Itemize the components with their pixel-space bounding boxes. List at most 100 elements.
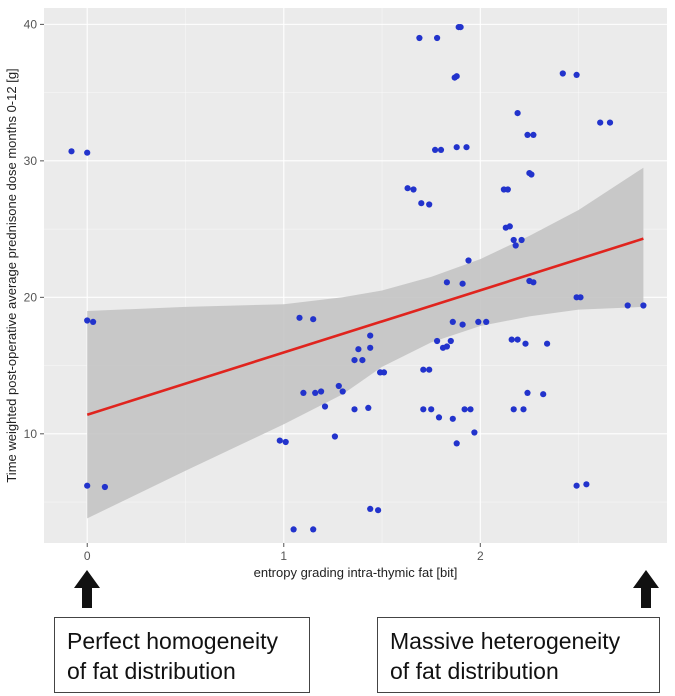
data-point [432,146,439,153]
data-point [544,340,551,347]
data-point [331,433,338,440]
data-point [528,171,535,178]
data-point [524,389,531,396]
y-tick-label: 40 [24,17,38,31]
data-point [375,507,382,514]
data-point [463,144,470,151]
data-point [540,391,547,398]
data-point [459,321,466,328]
x-axis-title: entropy grading intra-thymic fat [bit] [254,565,458,580]
data-point [577,294,584,301]
data-point [84,482,91,489]
annotation-heterogeneity-line2: of fat distribution [390,658,559,684]
data-point [68,148,75,155]
data-point [339,388,346,395]
data-points [68,24,647,533]
data-point [437,146,445,153]
data-point [453,73,460,80]
data-point [426,366,433,373]
data-point [84,317,91,324]
data-point [310,316,317,323]
data-point [483,318,490,325]
data-point [418,200,425,207]
data-point [420,366,427,373]
data-point [380,369,388,376]
data-point [276,437,283,444]
data-point [559,70,566,77]
confidence-band [87,167,644,519]
data-point [449,318,456,325]
data-point [514,336,521,343]
data-point [640,302,647,309]
data-point [443,343,450,350]
data-point [524,131,531,138]
data-point [435,414,443,421]
data-point [434,337,441,345]
data-point [624,302,631,309]
data-point [101,483,108,491]
data-point [467,406,474,413]
data-point [312,389,319,396]
data-point [530,131,537,138]
data-point [443,279,450,286]
data-point [518,236,525,244]
data-point [84,149,91,156]
data-point [416,34,423,42]
data-point [606,119,614,126]
data-point [365,404,372,411]
x-tick-label: 0 [84,549,91,563]
annotation-homogeneity: Perfect homogeneity of fat distribution [54,617,310,693]
data-point [351,406,358,413]
data-point [282,438,289,446]
data-point [351,357,358,364]
data-point [447,337,454,345]
data-point [434,34,441,42]
data-point [420,406,427,413]
x-axis-ticks: 0 1 2 [84,543,484,563]
data-point [90,318,97,325]
data-point [597,119,604,126]
data-point [461,406,468,413]
data-point [300,389,307,396]
y-tick-label: 10 [24,427,38,441]
data-point [475,318,482,325]
data-point [510,236,517,244]
data-point [457,24,464,31]
x-tick-label: 2 [477,549,484,563]
data-point [453,144,460,151]
data-point [514,110,521,117]
data-point [573,482,580,489]
data-point [318,388,325,395]
data-point [449,415,456,422]
annotation-heterogeneity-line1: Massive heterogeneity [390,628,621,654]
data-point [510,406,517,413]
annotation-homogeneity-line2: of fat distribution [67,658,236,684]
data-point [512,242,519,249]
data-point [355,346,362,353]
x-tick-label: 1 [280,549,287,563]
data-point [506,223,513,230]
data-point [459,280,466,287]
data-point [404,185,411,192]
regression-line [86,237,644,416]
data-point [296,314,303,321]
data-point [335,382,342,390]
data-point [428,406,435,413]
data-point [359,357,366,364]
y-axis-ticks: 10 20 30 40 [24,17,44,441]
y-tick-label: 20 [24,290,38,304]
annotation-heterogeneity: Massive heterogeneity of fat distributio… [377,617,660,693]
data-point [583,481,590,488]
data-point [504,186,511,193]
data-point [508,336,515,343]
y-axis-title: Time weighted post-operative average pre… [4,68,19,482]
data-point [426,201,433,208]
data-point [321,403,329,410]
scatter-chart: 0 1 2 10 20 30 40 entropy grading intra-thymi… [4,8,667,580]
data-point [520,406,527,413]
data-point [367,332,374,339]
data-point [290,526,297,533]
data-point [367,344,374,351]
data-point [573,71,580,78]
data-point [410,186,417,193]
